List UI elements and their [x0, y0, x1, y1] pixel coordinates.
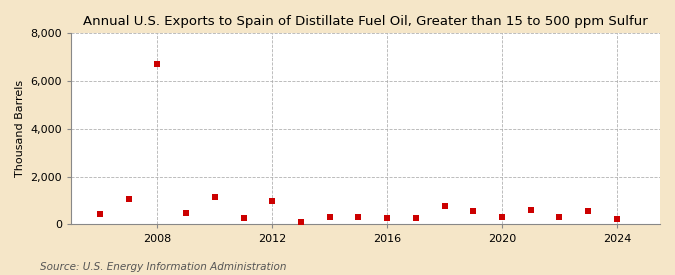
Point	[439, 204, 450, 208]
Point	[209, 195, 220, 199]
Point	[353, 214, 364, 219]
Point	[324, 214, 335, 219]
Point	[95, 212, 105, 216]
Point	[554, 215, 565, 219]
Point	[267, 198, 277, 203]
Point	[124, 197, 134, 202]
Title: Annual U.S. Exports to Spain of Distillate Fuel Oil, Greater than 15 to 500 ppm : Annual U.S. Exports to Spain of Distilla…	[83, 15, 648, 28]
Point	[410, 216, 421, 221]
Point	[296, 219, 306, 224]
Point	[497, 215, 508, 219]
Point	[468, 209, 479, 213]
Text: Source: U.S. Energy Information Administration: Source: U.S. Energy Information Administ…	[40, 262, 287, 272]
Point	[181, 211, 192, 216]
Point	[612, 217, 622, 221]
Y-axis label: Thousand Barrels: Thousand Barrels	[15, 80, 25, 177]
Point	[525, 207, 536, 212]
Point	[152, 62, 163, 67]
Point	[238, 216, 249, 220]
Point	[382, 215, 393, 220]
Point	[583, 209, 593, 213]
